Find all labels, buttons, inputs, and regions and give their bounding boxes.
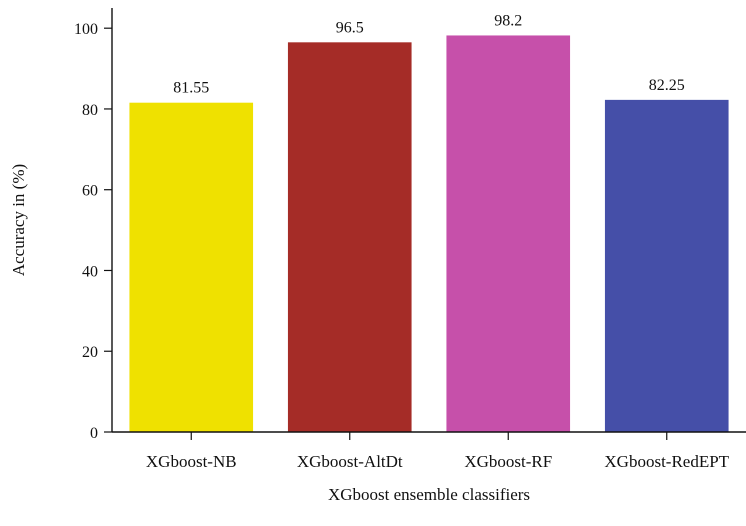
y-tick-label: 20 — [82, 344, 98, 361]
y-tick-label: 40 — [82, 263, 98, 280]
x-tick-label: XGboost-RedEPT — [604, 452, 729, 471]
x-tick-label: XGboost-RF — [464, 452, 552, 471]
y-axis-title: Accuracy in (%) — [9, 164, 28, 276]
x-tick-label: XGboost-AltDt — [297, 452, 403, 471]
bar-value-label: 81.55 — [173, 80, 209, 97]
y-tick-label: 100 — [74, 21, 98, 38]
y-tick-label: 80 — [82, 102, 98, 119]
x-axis-ticks: XGboost-NB XGboost-AltDt XGboost-RF XGboost… — [146, 432, 730, 471]
x-axis-title: XGboost ensemble classifiers — [328, 485, 530, 504]
bars — [129, 35, 729, 433]
value-labels: 81.55 96.5 98.2 82.25 — [173, 12, 685, 96]
bar — [129, 102, 254, 433]
bar-value-label: 98.2 — [494, 12, 522, 29]
bar-value-label: 82.25 — [649, 77, 685, 94]
bar — [287, 42, 412, 432]
x-tick-label: XGboost-NB — [146, 452, 237, 471]
bar-value-label: 96.5 — [336, 19, 364, 36]
y-tick-label: 60 — [82, 183, 98, 200]
y-tick-label: 0 — [90, 425, 98, 442]
y-axis-ticks: 0 20 40 60 80 100 — [74, 21, 112, 442]
bar — [604, 99, 729, 432]
bar — [446, 35, 571, 433]
